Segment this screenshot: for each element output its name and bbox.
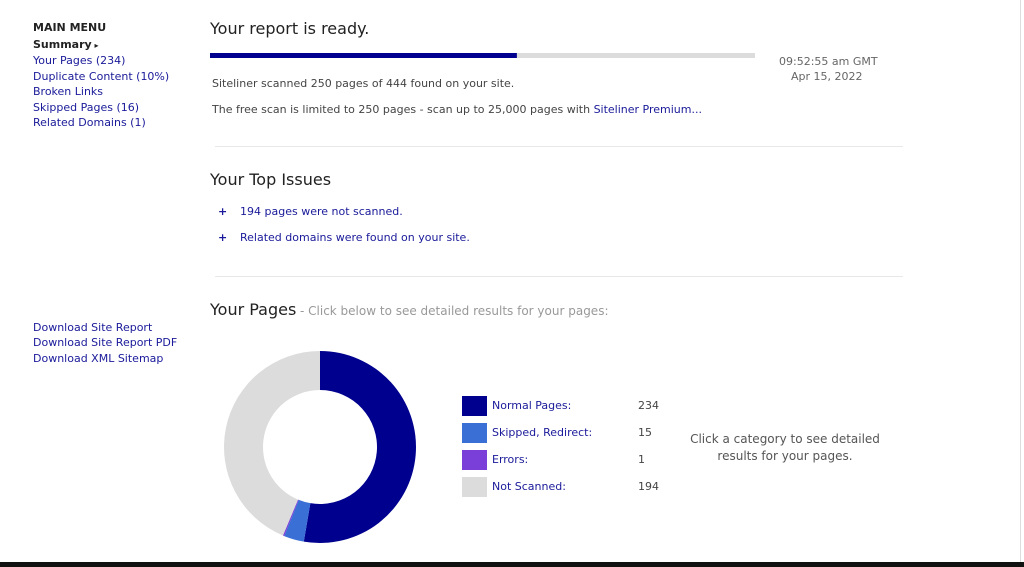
pages-subtitle: - Click below to see detailed results fo… <box>300 304 609 318</box>
legend-label[interactable]: Normal Pages: <box>492 399 571 412</box>
report-date: Apr 15, 2022 <box>791 70 863 83</box>
issue-link[interactable]: Related domains were found on your site. <box>240 231 470 244</box>
menu-link[interactable]: Skipped Pages (16) <box>33 100 140 114</box>
legend-swatch[interactable] <box>462 477 487 497</box>
menu-link[interactable]: Summary <box>33 38 92 51</box>
menu-item: Duplicate Content (10%) <box>33 69 169 84</box>
menu-item: Summary ▸ <box>33 37 169 53</box>
legend-swatch[interactable] <box>462 423 487 443</box>
right-border <box>1020 0 1021 562</box>
legend-label[interactable]: Skipped, Redirect: <box>492 426 592 439</box>
donut-segment[interactable] <box>282 499 299 537</box>
legend-value: 1 <box>638 453 645 466</box>
report-time: 09:52:55 am GMT <box>779 55 878 68</box>
plus-icon[interactable]: + <box>218 205 228 218</box>
menu-link[interactable]: Related Domains (1) <box>33 116 146 130</box>
menu-title: MAIN MENU <box>33 21 107 34</box>
menu-link[interactable]: Broken Links <box>33 85 104 99</box>
bottom-bar <box>0 562 1024 567</box>
menu-item: Related Domains (1) <box>33 115 169 130</box>
donut-segment[interactable] <box>224 351 320 536</box>
issue: + Related domains were found on your site… <box>218 231 470 245</box>
legend-label[interactable]: Errors: <box>492 453 528 466</box>
menu-link[interactable]: Your Pages (234) <box>33 54 126 68</box>
issues-list: +194 pages were not scanned. + Related dom… <box>218 205 470 257</box>
legend-swatch[interactable] <box>462 450 487 470</box>
scan-text: Siteliner scanned 250 pages of 444 found… <box>212 77 515 90</box>
menu-item: Your Pages (234) <box>33 53 169 68</box>
legend-value: 15 <box>638 426 652 439</box>
arrow-icon: ▸ <box>91 41 99 50</box>
legend-value: 194 <box>638 480 659 493</box>
premium-link[interactable]: Siteliner Premium... <box>593 103 702 116</box>
donut-segment[interactable] <box>284 499 311 542</box>
progress-fill <box>210 53 517 58</box>
limit-text: The free scan is limited to 250 pages - … <box>212 103 591 116</box>
issues-title: Your Top Issues <box>210 170 332 189</box>
pages-hint: Click a category to see detailed results… <box>690 432 880 463</box>
menu-item: Skipped Pages (16) <box>33 100 169 115</box>
report-title: Your report is ready. <box>210 19 370 38</box>
download-link[interactable]: Download Site Report <box>33 321 153 334</box>
plus-icon[interactable]: + <box>218 231 228 244</box>
legend-value: 234 <box>638 399 659 412</box>
download-link[interactable]: Download Site Report PDF <box>33 336 178 350</box>
issue-link[interactable]: 194 pages were not scanned. <box>240 205 403 218</box>
donut-segment[interactable] <box>303 351 416 543</box>
menu-link[interactable]: Duplicate Content (10%) <box>33 69 170 83</box>
legend-swatch[interactable] <box>462 396 487 416</box>
menu: Summary ▸ Your Pages (234) Duplicate Conte… <box>33 37 169 130</box>
downloads: Download Site Report Download Site Report… <box>33 320 177 366</box>
pages-title: Your Pages <box>210 300 297 319</box>
issue: +194 pages were not scanned. <box>218 205 470 219</box>
menu-item: Broken Links <box>33 84 169 99</box>
legend-label[interactable]: Not Scanned: <box>492 480 566 493</box>
limit-text: The free scan is limited to 250 pages - … <box>212 103 702 116</box>
download-link[interactable]: Download XML Sitemap <box>33 351 164 365</box>
